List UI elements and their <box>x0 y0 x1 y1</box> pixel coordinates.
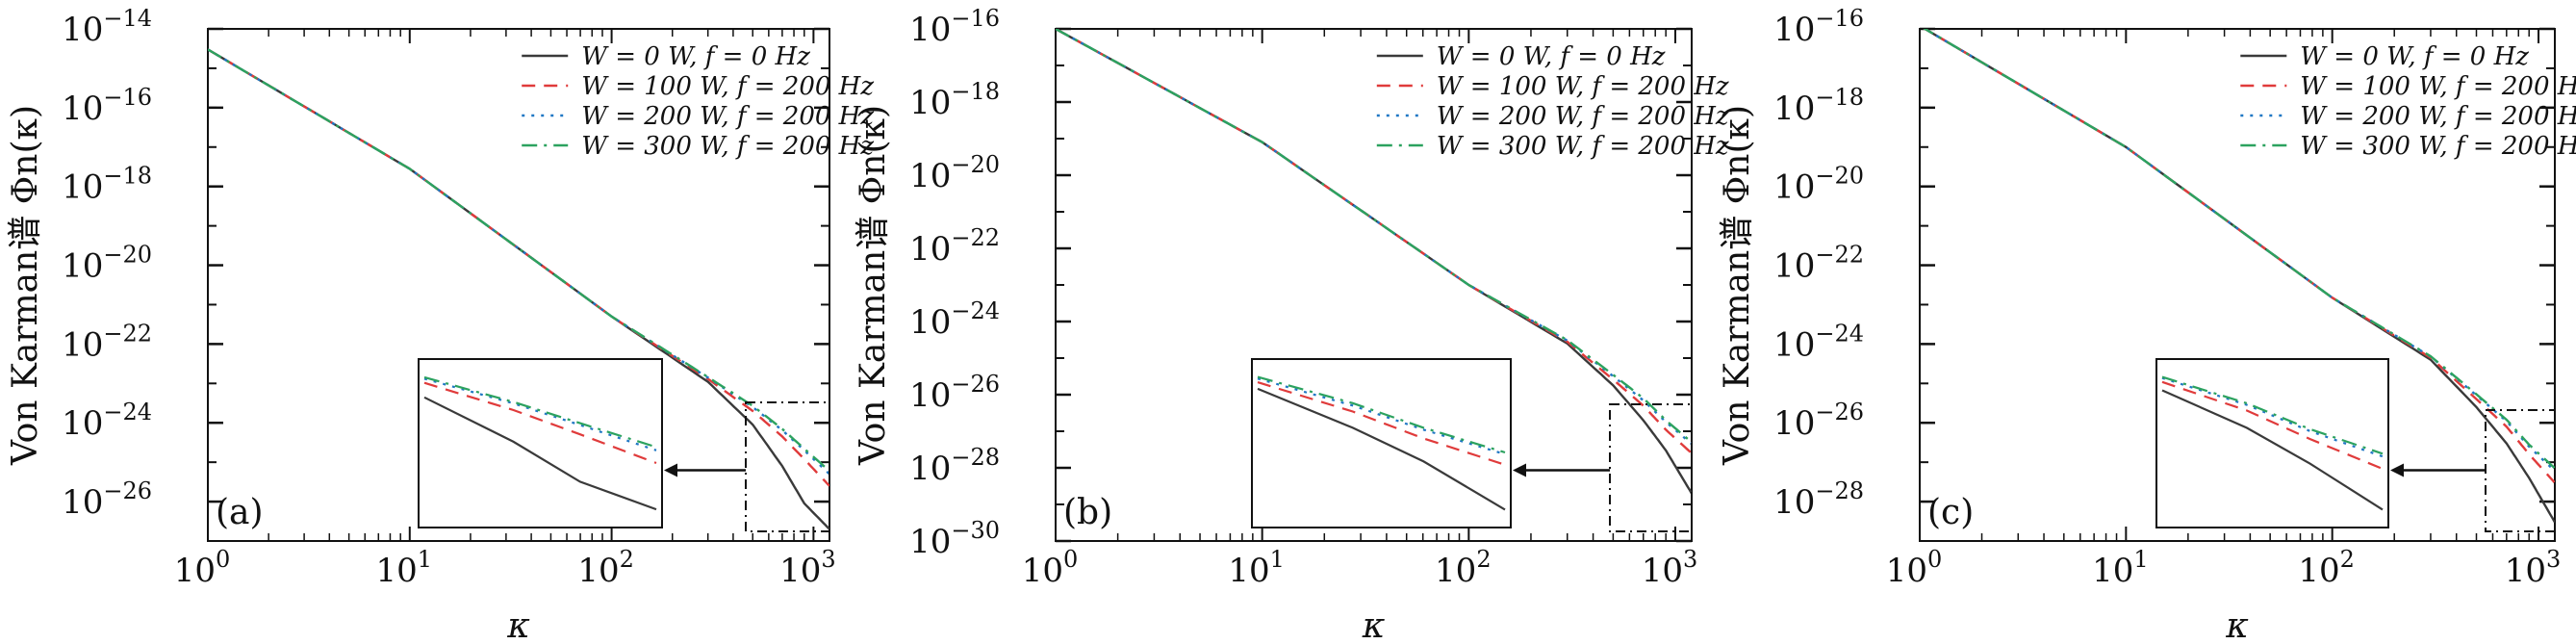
panel-label: (c) <box>1927 493 1974 532</box>
y-tick-label: 10−26 <box>62 477 152 522</box>
series-line-2 <box>1923 29 2555 473</box>
y-tick-label: 10−26 <box>1773 399 1864 443</box>
y-tick-label: 10−16 <box>62 84 152 128</box>
panel-label: (b) <box>1063 493 1112 532</box>
y-tick-label: 10−20 <box>1773 163 1864 207</box>
series-line-3 <box>208 48 829 473</box>
legend-label: W = 0 W, f = 0 Hz <box>581 42 810 71</box>
series-line-1 <box>1923 29 2555 484</box>
inset-frame <box>418 358 663 528</box>
plot-frame <box>207 28 830 542</box>
y-tick-label: 10−22 <box>909 224 1000 269</box>
chart-panel-c: 100 101 102 103 10−16 10−18 10−20 10−22 10−24 10−… <box>1718 5 2576 644</box>
y-tick-label: 10−26 <box>909 371 1000 415</box>
y-tick-label: 10−18 <box>62 163 152 207</box>
series-line-3 <box>1056 29 1692 444</box>
y-axis-label: Von Karman谱 Φn(κ) <box>1718 105 1757 466</box>
x-axis-label: κ <box>1362 606 1386 644</box>
y-tick-label: 10−16 <box>1773 5 1864 49</box>
y-tick-label: 10−20 <box>909 151 1000 195</box>
plot-frame <box>1919 28 2556 542</box>
inset-series-line-0 <box>1257 387 1506 511</box>
y-axis-label: Von Karman谱 Φn(κ) <box>854 105 893 466</box>
legend-label: W = 0 W, f = 0 Hz <box>2300 42 2529 71</box>
y-tick-label: 10−20 <box>62 242 152 286</box>
legend-label: W = 300 W, f = 200 Hz <box>2300 132 2576 161</box>
inset-series-line-1 <box>1257 381 1506 466</box>
inset-series-line-2 <box>1257 377 1506 455</box>
legend-label: W = 0 W, f = 0 Hz <box>1437 42 1666 71</box>
y-tick-label: 10−18 <box>909 78 1000 122</box>
zoom-region <box>745 401 830 532</box>
zoom-arrow-head <box>1513 463 1526 477</box>
series-line-2 <box>1056 29 1692 446</box>
y-tick-label: 10−28 <box>1773 477 1864 522</box>
x-tick-label: 100 <box>1886 546 1943 590</box>
y-tick-label: 10−24 <box>909 297 1000 342</box>
y-tick-label: 10−24 <box>1773 320 1864 364</box>
inset-series-line-1 <box>423 381 657 465</box>
y-tick-label: 10−18 <box>1773 84 1864 128</box>
chart-panel-a: 100 101 102 103 10−14 10−16 10−18 10−20 10−22 10−… <box>6 5 874 644</box>
x-tick-label: 102 <box>2298 546 2355 590</box>
inset-series-line-1 <box>2161 380 2384 471</box>
x-tick-label: 101 <box>1228 546 1285 590</box>
inset-series-line-0 <box>2161 389 2384 511</box>
y-tick-label: 10−22 <box>62 320 152 364</box>
x-tick-label: 103 <box>2505 546 2562 590</box>
x-tick-label: 101 <box>376 546 433 590</box>
legend-label: W = 200 W, f = 200 Hz <box>2300 102 2576 131</box>
y-tick-label: 10−30 <box>909 517 1000 561</box>
legend-label: W = 100 W, f = 200 Hz <box>1437 72 1729 101</box>
y-tick-label: 10−16 <box>909 5 1000 49</box>
inset-series-line-3 <box>1257 375 1506 454</box>
y-axis-label: Von Karman谱 Φn(κ) <box>6 105 45 466</box>
zoom-arrow-head <box>664 463 677 477</box>
chart-panel-b: 100 101 102 103 10−16 10−18 10−20 10−22 10−24 10−… <box>854 5 1729 644</box>
inset-series-line-2 <box>423 377 657 451</box>
legend-label: W = 200 W, f = 200 Hz <box>1437 102 1729 131</box>
legend-label: W = 300 W, f = 200 Hz <box>1437 132 1729 161</box>
legend-label: W = 100 W, f = 200 Hz <box>2300 72 2576 101</box>
x-tick-label: 101 <box>2092 546 2149 590</box>
inset-series-line-3 <box>423 375 657 449</box>
x-tick-label: 103 <box>779 546 836 590</box>
legend-label: W = 200 W, f = 200 Hz <box>581 102 874 131</box>
x-tick-label: 102 <box>577 546 634 590</box>
y-tick-label: 10−28 <box>909 444 1000 488</box>
x-axis-label: κ <box>2225 606 2249 644</box>
zoom-region <box>2485 409 2556 532</box>
panel-label: (a) <box>216 493 264 532</box>
x-tick-label: 102 <box>1435 546 1492 590</box>
legend-label: W = 300 W, f = 200 Hz <box>581 132 874 161</box>
zoom-region <box>1609 403 1693 532</box>
legend-label: W = 100 W, f = 200 Hz <box>581 72 874 101</box>
x-tick-label: 100 <box>174 546 231 590</box>
y-tick-label: 10−22 <box>1773 242 1864 286</box>
zoom-arrow-head <box>2390 463 2404 477</box>
inset-series-line-3 <box>2161 375 2384 455</box>
y-tick-label: 10−14 <box>62 5 152 49</box>
x-axis-label: κ <box>506 606 530 644</box>
inset-series-line-0 <box>423 396 657 511</box>
series-line-3 <box>1923 29 2555 470</box>
y-tick-label: 10−24 <box>62 399 152 443</box>
x-tick-label: 100 <box>1022 546 1079 590</box>
x-tick-label: 103 <box>1642 546 1698 590</box>
